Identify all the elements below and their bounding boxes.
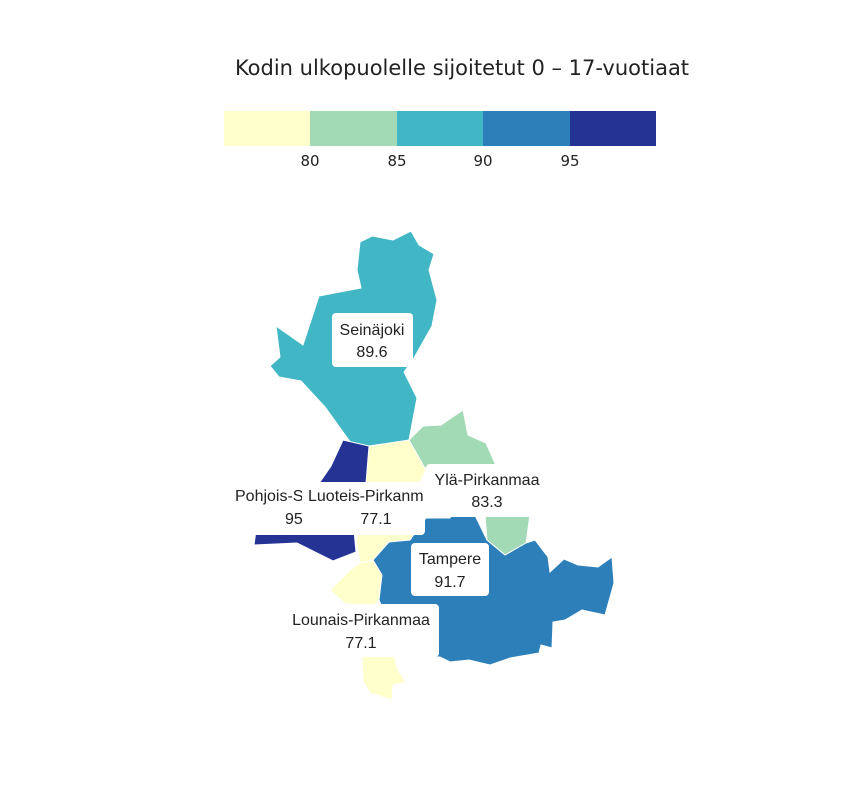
legend-swatch-1: [224, 111, 311, 146]
label-box-seinajoki: [332, 313, 413, 367]
label-name-seinajoki: Seinäjoki: [340, 322, 405, 339]
legend-tick-90: 90: [473, 152, 493, 170]
region-lounais-pirkanmaa-south[interactable]: [361, 651, 407, 701]
label-name-pohjois-s: Pohjois-S: [235, 488, 303, 505]
legend-swatch-4: [483, 111, 570, 146]
legend-swatch-5: [569, 111, 657, 146]
label-box-yla-pirkanmaa: [426, 464, 547, 517]
label-box-lounais-pirkanmaa: [284, 604, 439, 657]
label-value-yla-pirkanmaa: 83.3: [471, 494, 502, 511]
legend-tick-80: 80: [300, 152, 320, 170]
label-box-tampere: [411, 543, 489, 596]
region-lounais-pirkanmaa[interactable]: [329, 559, 383, 611]
label-box-pohjois-s: [229, 482, 319, 535]
legend-tick-85: 85: [387, 152, 407, 170]
label-name-luoteis-pirkanmaa: Luoteis-Pirkanm: [308, 488, 424, 505]
legend-ticks: 80 85 90 95: [224, 152, 656, 172]
map-title: Kodin ulkopuolelle sijoitetut 0 – 17-vuo…: [234, 56, 690, 80]
label-box-luoteis-pirkanmaa: [302, 482, 425, 535]
label-value-tampere: 91.7: [434, 574, 465, 591]
legend-swatch-3: [396, 111, 484, 146]
color-legend: [224, 111, 657, 146]
label-name-lounais-pirkanmaa: Lounais-Pirkanmaa: [292, 612, 430, 629]
legend-swatch-2: [310, 111, 397, 146]
label-value-pohjois-s: 95: [285, 511, 303, 528]
legend-tick-95: 95: [560, 152, 580, 170]
label-name-yla-pirkanmaa: Ylä-Pirkanmaa: [435, 472, 540, 489]
label-value-lounais-pirkanmaa: 77.1: [345, 635, 376, 652]
label-value-luoteis-pirkanmaa: 77.1: [360, 511, 391, 528]
label-value-seinajoki: 89.6: [356, 344, 387, 361]
label-name-tampere: Tampere: [419, 551, 481, 568]
